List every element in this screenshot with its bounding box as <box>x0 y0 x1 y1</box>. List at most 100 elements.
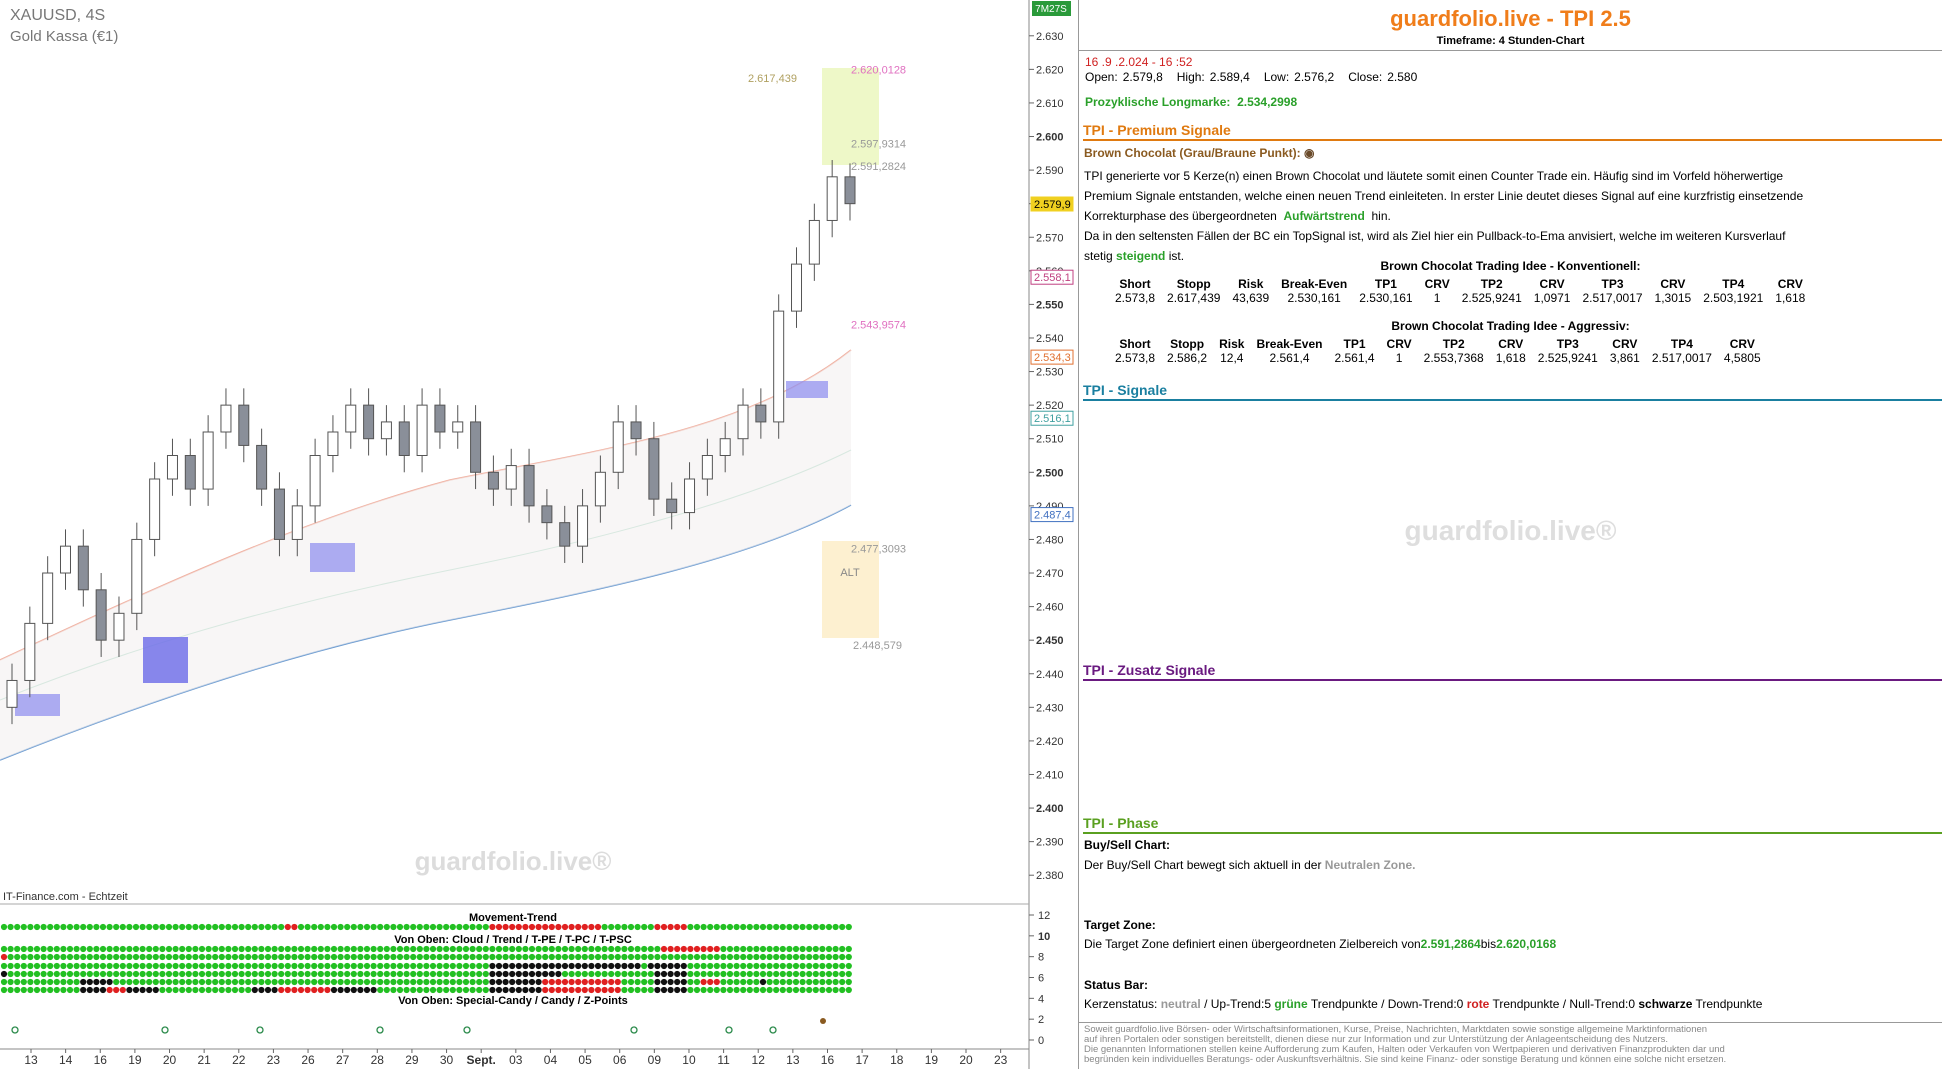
trend-dot <box>522 945 529 953</box>
trend-dot <box>839 945 846 953</box>
trend-dot <box>720 970 727 978</box>
trend-dot <box>489 986 496 994</box>
section-heading: TPI - Phase <box>1083 815 1942 834</box>
header-cell: CRV <box>1498 337 1524 351</box>
trend-dot <box>462 970 470 978</box>
trend-dot <box>317 945 324 953</box>
trend-dot <box>271 923 278 931</box>
trend-dot <box>119 986 126 994</box>
candle-body <box>59 545 71 574</box>
text: Trendpunkte / Down-Trend:0 <box>1310 997 1464 1011</box>
trend-dot <box>0 945 8 953</box>
trend-dot <box>561 945 569 953</box>
trend-dot <box>476 953 483 961</box>
x-tick-label: 13 <box>786 1053 800 1067</box>
trend-dot <box>528 953 536 961</box>
trend-dot <box>449 923 456 931</box>
trend-dot <box>264 970 272 978</box>
trend-dot <box>330 953 338 961</box>
trend-dot <box>185 970 192 978</box>
z-point <box>256 1026 264 1034</box>
alt-zone <box>822 541 879 638</box>
trend-dot <box>528 962 536 970</box>
trend-dot <box>106 923 113 931</box>
trend-dot <box>390 978 397 986</box>
trend-dot <box>482 923 489 931</box>
trend-dot <box>476 978 483 986</box>
trend-dot <box>568 962 575 970</box>
trend-dot <box>205 970 212 978</box>
trend-dot <box>799 978 806 986</box>
trend-dot <box>245 970 252 978</box>
trend-dot <box>99 986 107 994</box>
trend-dot <box>700 970 707 978</box>
trend-dot <box>799 986 806 994</box>
candle-body <box>256 444 268 490</box>
trend-dot <box>139 953 146 961</box>
trend-dot <box>766 962 773 970</box>
trend-dot <box>423 962 430 970</box>
header-cell: CRV <box>1729 337 1755 351</box>
trend-dot <box>469 986 476 994</box>
candle-body <box>434 404 446 433</box>
trend-dot <box>390 970 397 978</box>
trend-dot <box>185 923 192 931</box>
text-line: TPI generierte vor 5 Kerze(n) einen Brow… <box>1084 169 1784 183</box>
trend-dot <box>231 945 239 953</box>
trend-dot <box>845 962 852 970</box>
trend-dot <box>231 953 239 961</box>
price-annotation: 2.617,439 <box>748 73 797 85</box>
trend-dot <box>832 970 839 978</box>
status-word: neutral <box>1160 997 1201 1011</box>
trend-dot <box>238 962 245 970</box>
x-tick-label: 20 <box>959 1053 973 1067</box>
trend-dot <box>845 978 852 986</box>
trend-dot <box>489 962 496 970</box>
trend-dot <box>726 978 734 986</box>
trend-dot <box>641 923 648 931</box>
panel-title: guardfolio.live - TPI 2.5 <box>1390 6 1631 31</box>
trend-dot <box>627 978 635 986</box>
trend-dot <box>86 923 93 931</box>
trend-dot <box>667 945 674 953</box>
price-marker-box <box>1030 269 1074 285</box>
trend-dot <box>278 978 285 986</box>
trend-dot <box>700 945 707 953</box>
trend-dot <box>423 978 430 986</box>
trend-dot <box>264 986 272 994</box>
cell: 1,3015 <box>1654 291 1692 305</box>
candle-body <box>363 404 375 440</box>
trend-dot <box>231 978 239 986</box>
trend-dot <box>179 923 186 931</box>
trend-dot <box>139 923 146 931</box>
trend-dot <box>165 923 173 931</box>
trend-dot <box>198 962 206 970</box>
ohlc: Open: 2.579,8 High: 2.589,4 Low: 2.576,2 Close… <box>1085 70 1431 84</box>
trend-dot <box>634 986 641 994</box>
trend-dot <box>212 978 219 986</box>
trend-dot <box>192 986 199 994</box>
trend-dot <box>806 970 813 978</box>
trend-dot <box>152 962 159 970</box>
trend-dot <box>159 945 166 953</box>
trend-dot <box>350 978 357 986</box>
trend-dot <box>238 945 245 953</box>
trend-dot <box>588 962 595 970</box>
timer-box <box>1032 1 1071 16</box>
trend-dot <box>482 970 489 978</box>
trend-dot <box>693 923 701 931</box>
trend-dot <box>165 986 173 994</box>
cell: 1 <box>1433 291 1441 305</box>
trend-dot <box>806 986 813 994</box>
trend-dot <box>271 986 278 994</box>
trend-dot <box>212 923 219 931</box>
trend-dot <box>575 970 582 978</box>
trend-dot <box>581 953 588 961</box>
price-annotation: 2.477,3093 <box>851 543 906 555</box>
y-tick-label: 2.600 <box>1036 132 1064 144</box>
candle-body <box>594 471 606 507</box>
trend-dot <box>462 986 470 994</box>
trend-dot <box>707 986 714 994</box>
trend-dot <box>700 962 707 970</box>
trend-dot <box>548 945 555 953</box>
